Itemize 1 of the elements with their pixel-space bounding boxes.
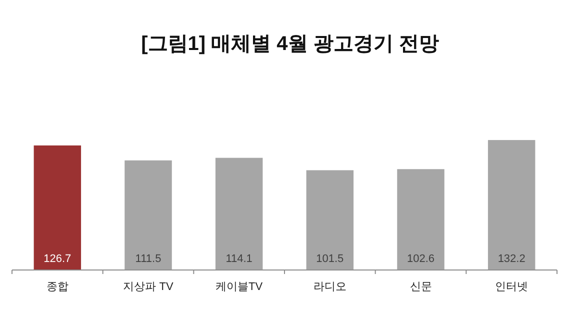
title: [그림1] 매체별 4월 광고경기 전망 <box>141 33 439 55</box>
